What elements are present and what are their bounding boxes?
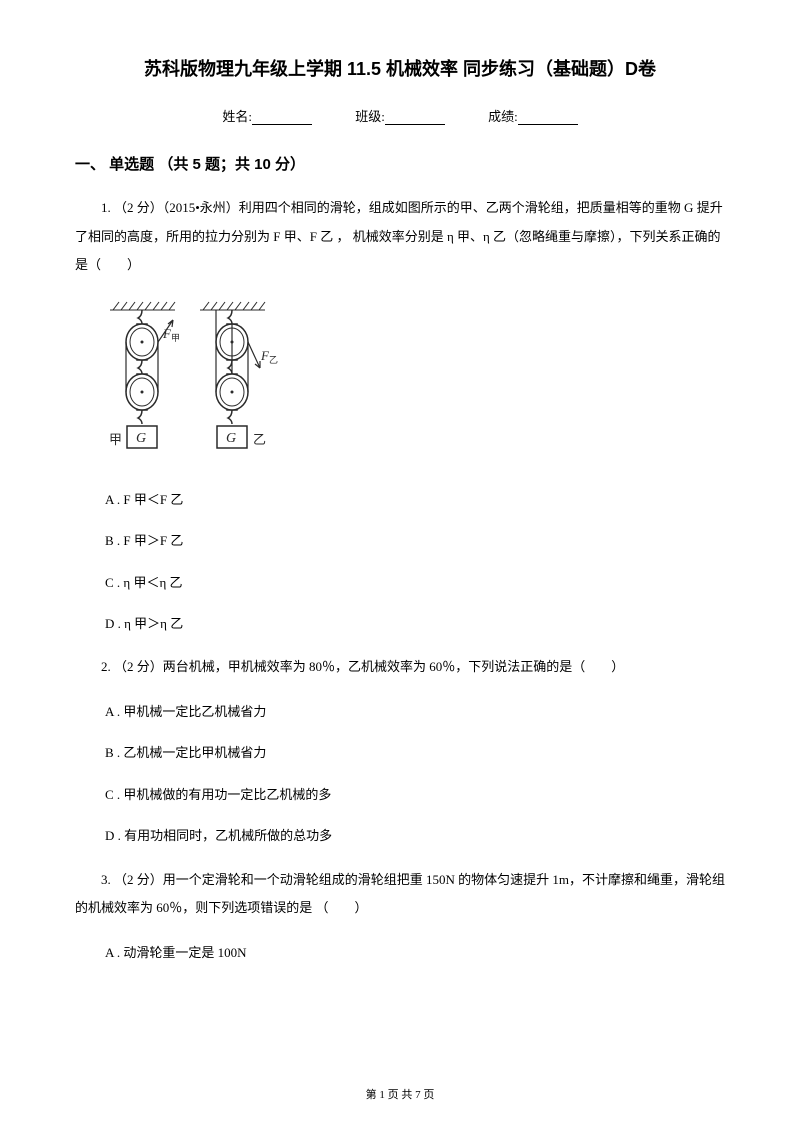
name-field: 姓名: (222, 106, 312, 125)
question-1-text: 1. （2 分）（2015•永州）利用四个相同的滑轮，组成如图所示的甲、乙两个滑… (75, 194, 725, 280)
score-label: 成绩: (488, 109, 518, 124)
svg-text:甲: 甲 (171, 333, 180, 343)
q2-option-c: C . 甲机械做的有用功一定比乙机械的多 (105, 783, 725, 806)
svg-text:乙: 乙 (253, 432, 266, 447)
svg-text:G: G (136, 431, 146, 446)
q3-option-a: A . 动滑轮重一定是 100N (105, 941, 725, 964)
page-footer: 第 1 页 共 7 页 (0, 1086, 800, 1102)
pulley-diagram: F 甲 G 甲 (105, 298, 725, 468)
class-underline (385, 111, 445, 125)
name-label: 姓名: (222, 109, 252, 124)
svg-text:甲: 甲 (109, 432, 122, 447)
class-field: 班级: (355, 106, 445, 125)
score-field: 成绩: (488, 106, 578, 125)
section-header: 一、 单选题 （共 5 题；共 10 分） (75, 153, 725, 174)
class-label: 班级: (355, 109, 385, 124)
q2-option-b: B . 乙机械一定比甲机械省力 (105, 741, 725, 764)
question-2-text: 2. （2 分）两台机械，甲机械效率为 80％，乙机械效率为 60％，下列说法正… (75, 653, 725, 682)
q2-option-a: A . 甲机械一定比乙机械省力 (105, 700, 725, 723)
q1-option-c: C . η 甲＜η 乙 (105, 571, 725, 594)
q1-option-b: B . F 甲＞F 乙 (105, 529, 725, 552)
question-3-text: 3. （2 分）用一个定滑轮和一个动滑轮组成的滑轮组把重 150N 的物体匀速提… (75, 866, 725, 923)
name-underline (252, 111, 312, 125)
svg-text:乙: 乙 (269, 355, 278, 365)
score-underline (518, 111, 578, 125)
q1-option-a: A . F 甲＜F 乙 (105, 488, 725, 511)
q2-option-d: D . 有用功相同时，乙机械所做的总功多 (105, 824, 725, 847)
q1-option-d: D . η 甲＞η 乙 (105, 612, 725, 635)
svg-text:G: G (226, 431, 236, 446)
info-line: 姓名: 班级: 成绩: (75, 106, 725, 125)
page-title: 苏科版物理九年级上学期 11.5 机械效率 同步练习（基础题）D卷 (75, 55, 725, 81)
